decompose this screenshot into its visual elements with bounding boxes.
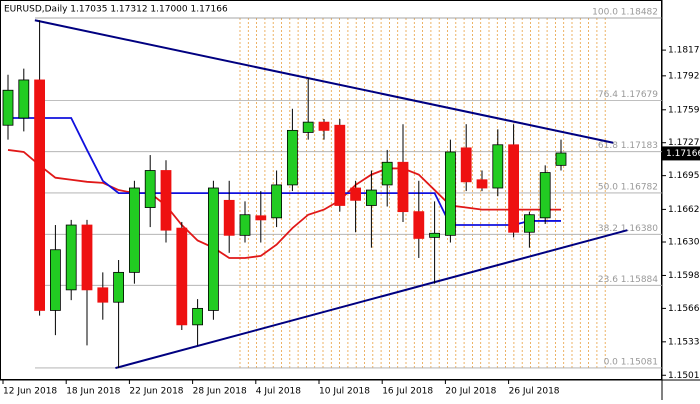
trendline bbox=[115, 229, 628, 370]
candle-body bbox=[460, 147, 472, 183]
candle-body bbox=[2, 89, 14, 126]
candle-body bbox=[81, 224, 93, 291]
candle-body bbox=[97, 287, 109, 303]
candle-body bbox=[429, 232, 441, 238]
candle-body bbox=[302, 121, 314, 133]
y-tick-label: 1.16950 bbox=[668, 171, 700, 181]
candle-body bbox=[334, 124, 346, 206]
x-tick-label: 18 Jun 2018 bbox=[66, 387, 120, 397]
candle-body bbox=[271, 184, 283, 219]
fib-label: 50.0 1.16782 bbox=[598, 182, 658, 192]
fib-label: 61.8 1.17183 bbox=[598, 141, 658, 151]
x-tick-label: 10 Jul 2018 bbox=[319, 387, 370, 397]
candle-body bbox=[365, 189, 377, 206]
candle-body bbox=[18, 79, 30, 119]
candle-body bbox=[555, 152, 567, 166]
chart-title: EURUSD,Daily 1.17035 1.17312 1.17000 1.1… bbox=[4, 5, 228, 15]
candle-body bbox=[50, 249, 61, 311]
candle-body bbox=[381, 161, 393, 186]
x-tick-label: 20 Jul 2018 bbox=[445, 387, 496, 397]
y-tick-label: 1.15335 bbox=[668, 337, 700, 347]
indicator-line bbox=[8, 117, 561, 226]
trendline bbox=[34, 19, 614, 144]
y-tick-label: 1.17590 bbox=[668, 105, 700, 115]
y-tick-label: 1.15660 bbox=[668, 304, 700, 314]
x-tick-label: 28 Jun 2018 bbox=[193, 387, 247, 397]
candle-body bbox=[255, 215, 267, 221]
y-tick-label: 1.16305 bbox=[668, 238, 700, 248]
candle-body bbox=[65, 224, 77, 291]
fib-label: 76.4 1.17679 bbox=[598, 90, 658, 100]
candle-body bbox=[113, 271, 124, 303]
candle-body bbox=[444, 151, 456, 236]
y-tick-label: 1.15980 bbox=[668, 271, 700, 281]
candle-body bbox=[508, 144, 520, 233]
candle-body bbox=[397, 161, 409, 213]
x-tick-label: 16 Jul 2018 bbox=[382, 387, 433, 397]
x-tick-label: 4 Jul 2018 bbox=[256, 387, 301, 397]
candle-body bbox=[350, 187, 362, 201]
candle-body bbox=[160, 170, 172, 231]
candle-body bbox=[318, 121, 330, 131]
fib-label: 38.2 1.16380 bbox=[598, 224, 658, 234]
candle-body bbox=[239, 214, 251, 236]
last-price-box bbox=[662, 146, 700, 161]
y-tick-label: 1.18170 bbox=[668, 46, 700, 56]
y-tick-label: 1.15010 bbox=[668, 371, 700, 381]
candle-body bbox=[128, 187, 140, 273]
candle-body bbox=[176, 227, 188, 326]
candle-body bbox=[476, 179, 488, 189]
candle-body bbox=[286, 129, 298, 186]
fib-label: 23.6 1.15884 bbox=[598, 275, 658, 285]
x-tick-label: 22 Jun 2018 bbox=[129, 387, 183, 397]
candle-body bbox=[413, 211, 425, 239]
x-tick-label: 12 Jun 2018 bbox=[3, 387, 57, 397]
indicator-line bbox=[7, 149, 561, 259]
candle-body bbox=[192, 307, 204, 326]
candle-body bbox=[492, 144, 504, 189]
x-tick-label: 26 Jul 2018 bbox=[509, 387, 560, 397]
fib-label: 0.0 1.15081 bbox=[604, 357, 658, 367]
candle-body bbox=[223, 199, 235, 236]
candle-body bbox=[524, 214, 535, 233]
candle-body bbox=[539, 172, 551, 219]
candle-body bbox=[144, 170, 156, 208]
last-price-label: 1.17166 bbox=[666, 149, 700, 159]
candle-body bbox=[34, 79, 45, 311]
candle-body bbox=[207, 187, 219, 311]
y-tick-label: 1.17920 bbox=[668, 71, 700, 81]
y-tick-label: 1.16622 bbox=[668, 205, 700, 215]
y-tick-label: 1.17270 bbox=[668, 138, 700, 148]
fib-label: 100.0 1.18482 bbox=[592, 8, 658, 18]
